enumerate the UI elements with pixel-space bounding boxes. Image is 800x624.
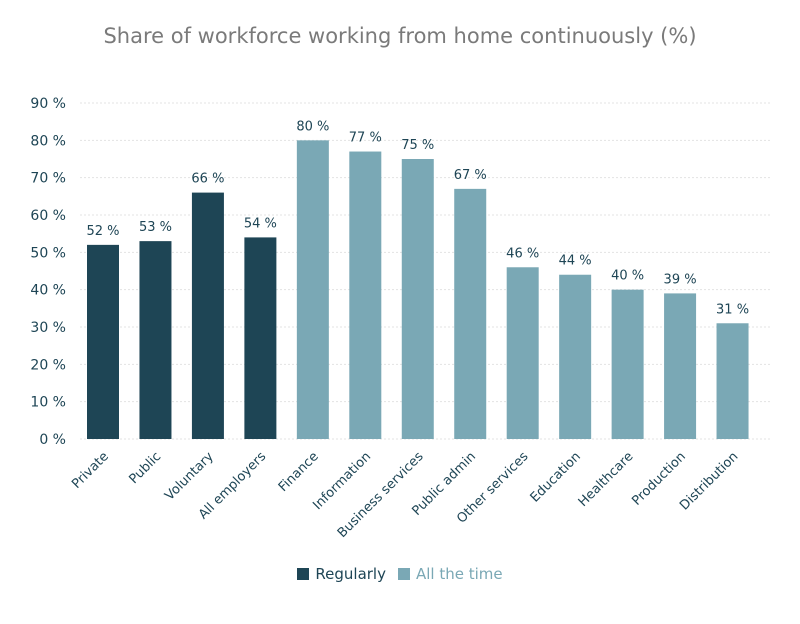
bar	[349, 151, 382, 440]
bar	[559, 274, 592, 439]
y-tick-label: 0 %	[39, 432, 66, 448]
y-tick-label: 20 %	[30, 357, 66, 373]
y-tick-label: 80 %	[30, 133, 66, 149]
bar-data-label: 44 %	[559, 254, 592, 269]
bar-data-label: 80 %	[296, 119, 329, 134]
legend: Regularly All the time	[0, 565, 800, 583]
x-tick-label: Private	[69, 449, 112, 492]
bar	[611, 289, 644, 439]
x-tick-label: Finance	[276, 449, 322, 495]
legend-item-all-the-time: All the time	[397, 565, 503, 583]
x-tick-label: Public	[126, 449, 164, 487]
bar-data-label: 75 %	[401, 138, 434, 153]
y-tick-label: 10 %	[30, 395, 66, 411]
bar-data-label: 40 %	[611, 269, 644, 284]
legend-label-all-the-time: All the time	[415, 565, 503, 583]
bar	[191, 192, 224, 439]
x-tick-label: Healthcare	[576, 449, 637, 510]
bar	[454, 188, 487, 439]
y-tick-label: 90 %	[30, 96, 66, 112]
bar-data-label: 39 %	[664, 272, 697, 287]
bar	[139, 241, 172, 439]
bar-data-label: 46 %	[506, 246, 539, 261]
y-tick-label: 60 %	[30, 208, 66, 224]
bar	[87, 244, 119, 439]
legend-swatch-all-the-time	[397, 568, 410, 580]
legend-swatch-regularly	[297, 568, 310, 580]
x-tick-label: Education	[528, 449, 584, 505]
bar	[506, 267, 539, 439]
y-tick-label: 40 %	[30, 283, 66, 299]
bar	[716, 323, 749, 439]
bar-data-label: 54 %	[244, 216, 277, 231]
x-tick-label: Voluntary	[162, 449, 217, 504]
y-tick-label: 30 %	[30, 320, 66, 336]
chart-title: Share of workforce working from home con…	[103, 24, 697, 48]
y-tick-label: 50 %	[30, 245, 66, 261]
bar-data-label: 77 %	[349, 131, 382, 146]
bar	[296, 140, 329, 440]
bar-data-label: 67 %	[454, 168, 487, 183]
y-tick-label: 70 %	[30, 171, 66, 187]
legend-item-regularly: Regularly	[297, 565, 386, 583]
bar	[401, 159, 434, 439]
bar-data-label: 66 %	[191, 172, 224, 187]
legend-label-regularly: Regularly	[315, 565, 386, 583]
bar-data-label: 31 %	[716, 302, 749, 317]
bar	[664, 293, 697, 439]
bar-data-label: 52 %	[86, 224, 119, 239]
bar-data-label: 53 %	[139, 220, 172, 235]
bar	[244, 237, 277, 439]
